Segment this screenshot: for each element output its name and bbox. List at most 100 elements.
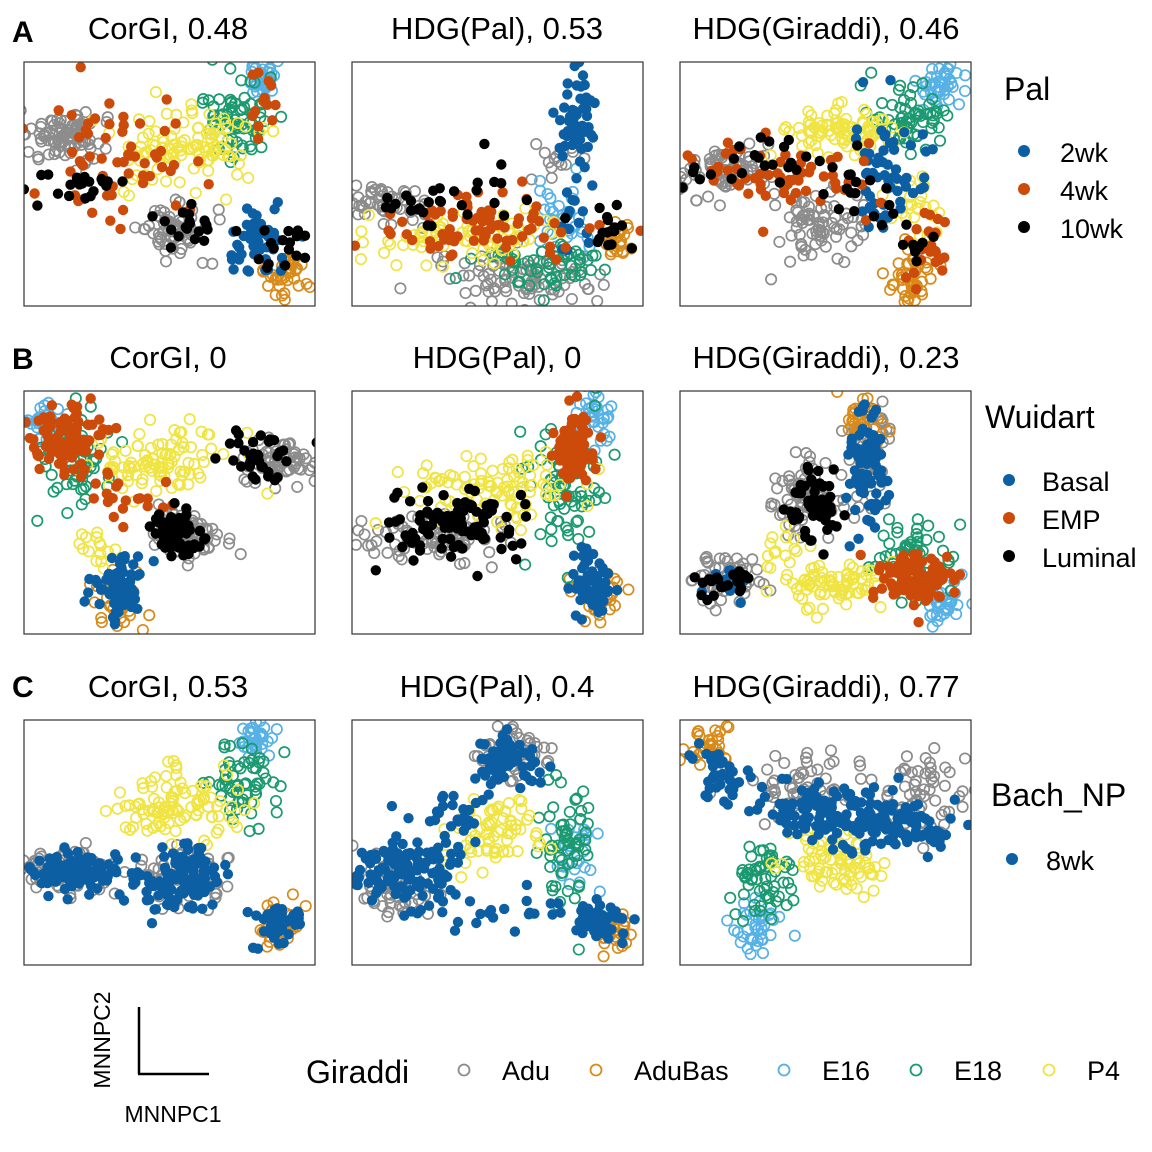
point-4wk xyxy=(517,231,528,242)
point-8wk xyxy=(44,853,55,864)
point-e18 xyxy=(891,521,904,534)
point-e18 xyxy=(568,499,581,512)
point-adu xyxy=(483,546,496,559)
point-adubas xyxy=(924,272,937,285)
point-4wk xyxy=(100,132,111,144)
point-adu xyxy=(24,145,35,158)
point-luminal xyxy=(805,535,816,546)
point-2wk xyxy=(857,77,869,88)
point-adu xyxy=(532,280,545,293)
point-basal xyxy=(861,451,872,463)
point-p4 xyxy=(149,86,162,99)
point-4wk xyxy=(165,165,176,177)
point-luminal xyxy=(200,533,211,544)
point-luminal xyxy=(445,551,457,562)
point-adu xyxy=(702,190,715,203)
point-luminal xyxy=(475,530,486,542)
legend-key-basal xyxy=(1003,474,1015,486)
points xyxy=(352,720,640,963)
point-8wk xyxy=(423,900,435,911)
point-e18 xyxy=(77,482,90,495)
point-basal xyxy=(875,469,886,481)
point-emp xyxy=(908,549,919,560)
point-basal xyxy=(124,576,136,588)
point-luminal xyxy=(174,512,185,524)
point-basal xyxy=(883,489,895,501)
point-8wk xyxy=(447,799,458,811)
point-adubas xyxy=(262,279,275,292)
point-2wk xyxy=(851,124,863,135)
point-basal xyxy=(588,590,600,601)
point-luminal xyxy=(256,461,267,472)
point-adu xyxy=(820,200,833,213)
point-10wk xyxy=(881,183,892,194)
point-10wk xyxy=(85,191,96,202)
point-adu xyxy=(533,293,546,306)
point-10wk xyxy=(428,185,439,196)
point-p4 xyxy=(147,821,160,834)
point-10wk xyxy=(728,153,740,164)
point-e18 xyxy=(556,825,569,838)
point-4wk xyxy=(263,76,274,87)
point-p4 xyxy=(107,446,120,459)
point-luminal xyxy=(825,491,836,502)
point-4wk xyxy=(385,228,396,240)
panel-title-b2: HDG(Pal), 0 xyxy=(413,340,582,375)
point-p4 xyxy=(139,460,152,473)
point-8wk xyxy=(369,852,381,864)
point-e16 xyxy=(590,401,603,414)
point-adu xyxy=(876,395,889,408)
point-p4 xyxy=(261,487,274,500)
point-emp xyxy=(895,554,906,565)
point-4wk xyxy=(82,128,94,139)
point-p4 xyxy=(420,459,433,472)
point-adu xyxy=(743,137,756,150)
point-8wk xyxy=(452,814,463,825)
point-adu xyxy=(79,836,92,850)
point-p4 xyxy=(460,449,473,463)
point-8wk xyxy=(453,841,464,853)
point-4wk xyxy=(104,98,115,109)
point-p4 xyxy=(792,589,805,602)
point-basal xyxy=(594,558,605,569)
point-p4 xyxy=(164,149,177,162)
point-adu xyxy=(394,282,407,295)
point-p4 xyxy=(126,820,140,833)
point-luminal xyxy=(255,430,266,441)
point-e18 xyxy=(514,425,527,438)
point-10wk xyxy=(414,203,425,214)
point-luminal xyxy=(178,550,189,561)
point-emp xyxy=(142,501,153,512)
point-e18 xyxy=(563,805,576,818)
point-luminal xyxy=(828,464,839,475)
point-e16 xyxy=(958,84,971,98)
point-8wk xyxy=(415,904,426,916)
point-basal xyxy=(128,559,139,570)
point-e18 xyxy=(229,97,242,110)
point-adu xyxy=(538,741,551,754)
point-10wk xyxy=(177,207,189,218)
point-4wk xyxy=(89,113,101,124)
point-e18 xyxy=(925,122,938,135)
point-e18 xyxy=(257,755,270,768)
point-e18 xyxy=(245,742,258,755)
point-4wk xyxy=(397,216,408,227)
point-adu xyxy=(174,247,187,260)
plot-frame xyxy=(351,719,644,966)
point-8wk xyxy=(405,885,416,896)
point-2wk xyxy=(579,162,590,173)
point-8wk xyxy=(515,782,526,794)
point-adu xyxy=(464,301,477,306)
legend-key-4wk xyxy=(1018,183,1030,195)
point-p4 xyxy=(764,149,777,162)
point-4wk xyxy=(517,176,528,187)
point-8wk xyxy=(437,792,448,804)
point-10wk xyxy=(783,162,794,173)
point-p4 xyxy=(117,461,130,474)
point-emp xyxy=(949,587,960,598)
point-p4 xyxy=(182,456,195,469)
point-8wk xyxy=(521,879,533,891)
legend-title: Wuidart xyxy=(985,399,1095,435)
point-4wk xyxy=(911,224,922,235)
